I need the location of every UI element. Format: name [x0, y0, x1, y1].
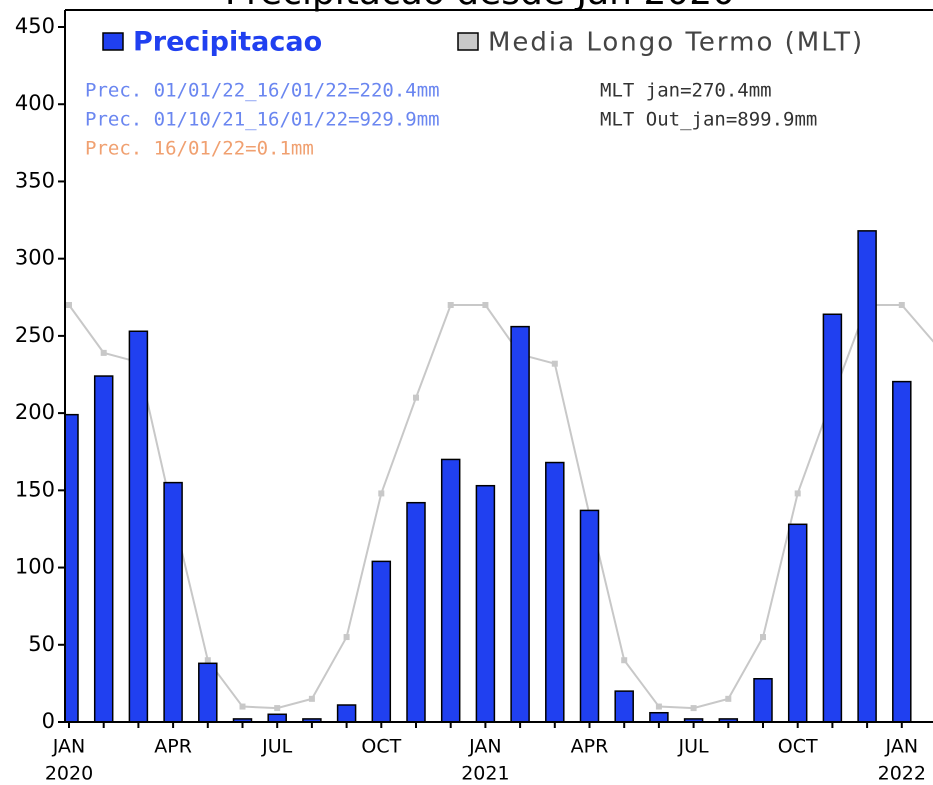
y-tick-label: 300 — [15, 246, 55, 270]
mlt-marker — [655, 703, 662, 710]
mlt-marker — [378, 490, 385, 497]
bar — [163, 481, 183, 722]
x-tick-label: APR — [571, 736, 609, 758]
bar — [545, 461, 565, 722]
chart-title: Precipitacao desde Jan 2020 — [225, 0, 735, 13]
bar — [822, 313, 843, 722]
plot-area — [65, 230, 933, 722]
mlt-marker — [274, 705, 281, 712]
mlt-marker — [482, 302, 489, 308]
bar — [579, 509, 600, 722]
mlt-marker — [308, 695, 315, 702]
x-tick-label: OCT — [778, 736, 818, 758]
y-tick-label: 200 — [15, 400, 55, 424]
mlt-marker — [343, 634, 350, 641]
y-tick-label: 250 — [15, 323, 55, 347]
x-tick-label: JAN — [52, 736, 85, 758]
bar — [857, 230, 877, 722]
bar — [65, 413, 79, 722]
y-tick-label: 400 — [15, 91, 55, 115]
bar — [232, 718, 253, 722]
mlt-marker — [621, 657, 628, 664]
mlt-marker — [66, 302, 72, 308]
bar — [718, 718, 739, 722]
y-tick-label: 100 — [15, 555, 55, 579]
mlt-marker — [760, 634, 766, 641]
annotation: Prec. 16/01/22=0.1mm — [85, 138, 314, 160]
bar — [267, 713, 287, 722]
x-tick-label: JAN — [468, 736, 501, 758]
mlt-marker — [898, 302, 905, 308]
mlt-marker — [413, 394, 419, 401]
bar — [475, 484, 496, 722]
mlt-marker — [725, 695, 732, 702]
bar — [336, 704, 357, 722]
legend-label: Precipitacao — [133, 27, 322, 58]
mlt-marker — [794, 490, 801, 497]
annotation: Prec. 01/01/22_16/01/22=220.4mm — [85, 80, 440, 102]
x-tick-label: JUL — [261, 736, 293, 758]
y-tick-label: 450 — [15, 14, 55, 38]
y-tick-label: 0 — [42, 709, 55, 733]
mlt-marker — [204, 657, 211, 664]
x-year-label: 2020 — [45, 763, 93, 785]
bar — [753, 678, 773, 722]
bar — [614, 690, 634, 722]
legend-swatch — [457, 32, 479, 51]
legend-swatch — [102, 32, 124, 51]
mlt-marker — [690, 705, 697, 712]
bar — [440, 458, 461, 722]
bar — [649, 711, 669, 722]
y-tick-label: 50 — [28, 632, 55, 656]
mlt-marker — [447, 302, 454, 308]
x-tick-label: JAN — [885, 736, 918, 758]
mlt-marker — [551, 360, 558, 367]
bar — [892, 380, 912, 722]
annotation: MLT Out_jan=899.9mm — [600, 109, 817, 131]
legend-label: Media Longo Termo (MLT) — [488, 28, 864, 58]
y-tick-label: 350 — [15, 168, 55, 192]
bar — [128, 330, 149, 722]
bar — [93, 375, 114, 722]
bar — [683, 718, 704, 722]
bar — [406, 501, 426, 722]
bar — [787, 523, 808, 722]
bar — [510, 325, 530, 722]
mlt-marker — [100, 349, 107, 356]
bar — [371, 560, 392, 722]
mlt-marker — [239, 703, 246, 710]
bar — [302, 718, 322, 722]
x-year-label: 2022 — [878, 763, 926, 785]
bar — [198, 662, 218, 722]
x-year-label: 2021 — [461, 763, 509, 785]
annotation: Prec. 01/10/21_16/01/22=929.9mm — [85, 109, 440, 131]
annotation: MLT jan=270.4mm — [600, 80, 772, 102]
x-tick-label: APR — [154, 736, 192, 758]
x-tick-label: OCT — [361, 736, 401, 758]
x-tick-label: JUL — [678, 736, 710, 758]
y-tick-label: 150 — [15, 477, 55, 501]
